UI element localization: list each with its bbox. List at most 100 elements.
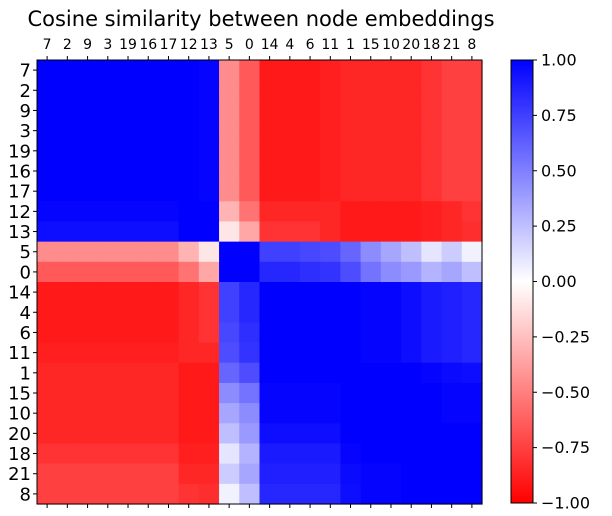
heatmap-cell [158,60,180,81]
x-tick-label: 19 [119,37,137,53]
heatmap-cell [97,60,119,81]
heatmap-cell [138,483,159,505]
heatmap-cell [77,342,99,364]
heatmap-cell [178,140,200,162]
heatmap-cell [178,282,200,303]
heatmap-cell [97,382,119,404]
heatmap-cell [380,241,402,263]
heatmap-cell [57,282,79,303]
heatmap-cell [461,261,483,283]
heatmap-cell [401,241,422,263]
heatmap-cell [360,483,382,505]
heatmap-cell [239,282,261,303]
heatmap-cell [421,403,443,424]
heatmap-cell [239,382,261,404]
heatmap-cell [138,80,159,101]
y-tick-label: 13 [8,222,31,243]
heatmap-cell [360,443,382,465]
heatmap-cell [77,100,99,122]
heatmap-cell [37,382,58,404]
chart-title: Cosine similarity between node embedding… [27,7,494,31]
heatmap-cell [441,423,463,445]
heatmap-cell [401,423,422,445]
heatmap-cell [421,100,443,122]
heatmap-cell [178,443,200,465]
y-tick-label: 17 [8,182,31,203]
heatmap-cell [239,140,261,162]
heatmap-cell [219,160,240,182]
heatmap-cell [441,463,463,485]
heatmap-cell [401,322,422,344]
heatmap-cell [421,80,443,101]
heatmap-cell [421,60,443,81]
heatmap-cell [178,463,200,485]
heatmap-cell [97,403,119,424]
y-tick-label: 10 [8,404,31,425]
heatmap-cell [340,140,362,162]
heatmap-cell [461,120,483,142]
heatmap-cell [461,302,483,323]
y-tick-label: 6 [20,323,31,344]
heatmap-cell [320,201,342,223]
heatmap-cell [178,382,200,404]
heatmap-cell [219,483,240,505]
heatmap-cell [461,60,483,81]
heatmap-cell [219,120,240,142]
heatmap-cell [198,403,220,424]
heatmap-cell [441,443,463,465]
heatmap-cell [219,221,240,243]
heatmap-cell [117,140,139,162]
heatmap-cell [239,201,261,223]
heatmap-cell [279,282,301,303]
heatmap-cell [299,483,321,505]
heatmap-cell [380,322,402,344]
heatmap-cell [340,80,362,101]
heatmap-cell [279,60,301,81]
heatmap-cell [138,60,159,81]
heatmap-cell [138,282,159,303]
heatmap-cell [138,120,159,142]
heatmap-cell [441,221,463,243]
heatmap-cell [117,463,139,485]
heatmap-cell [117,483,139,505]
heatmap-cell [259,160,281,182]
heatmap-cell [178,241,200,263]
heatmap-cell [461,362,483,384]
heatmap-cell [57,120,79,142]
heatmap-cell [401,403,422,424]
x-tick-label: 1 [346,37,355,53]
heatmap-cell [461,483,483,505]
heatmap-cell [37,362,58,384]
heatmap-cell [380,120,402,142]
x-tick-label: 13 [200,37,218,53]
heatmap-cell [198,60,220,81]
heatmap-cell [279,342,301,364]
heatmap-cell [380,60,402,81]
x-tick-label: 15 [362,37,380,53]
heatmap-cell [158,241,180,263]
heatmap-cell [57,443,79,465]
heatmap-cell [441,282,463,303]
heatmap-cell [158,403,180,424]
heatmap-cell [340,382,362,404]
heatmap-cell [77,120,99,142]
heatmap-cell [441,241,463,263]
heatmap-cell [380,382,402,404]
heatmap-cell [279,241,301,263]
heatmap-cell [57,483,79,505]
heatmap-cell [441,362,463,384]
heatmap-cell [279,382,301,404]
heatmap-cell [219,403,240,424]
heatmap-cell [138,241,159,263]
heatmap-cell [178,181,200,202]
heatmap-cell [198,423,220,445]
heatmap-cell [97,261,119,283]
heatmap-cell [461,140,483,162]
heatmap-cell [239,342,261,364]
heatmap-cell [57,201,79,223]
heatmap-cell [198,160,220,182]
heatmap-cell [360,181,382,202]
heatmap-cell [198,342,220,364]
heatmap-cell [37,100,58,122]
